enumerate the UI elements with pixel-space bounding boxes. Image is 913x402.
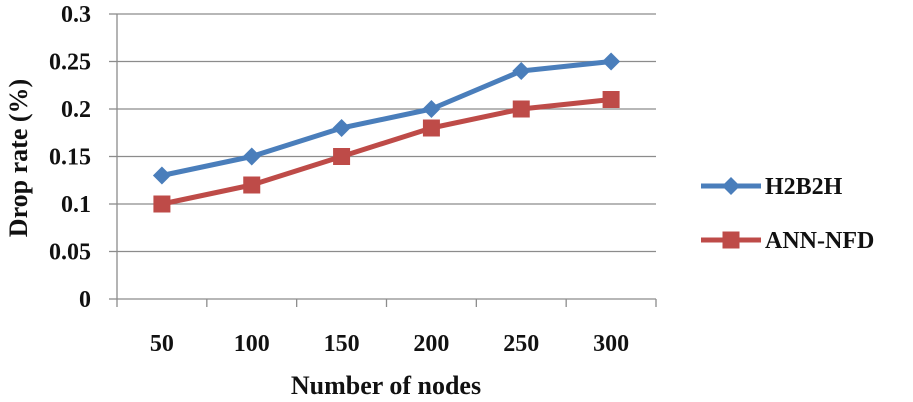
x-tick-labels: 50 100 150 200 250 300 <box>150 331 629 357</box>
y-tick-label: 0.15 <box>49 145 91 171</box>
grid-lines <box>117 13 656 253</box>
data-point <box>152 166 171 185</box>
data-point <box>512 100 530 118</box>
data-point <box>422 100 441 118</box>
y-tick-label: 0.2 <box>61 97 91 123</box>
data-point <box>512 62 531 80</box>
series-0 <box>152 52 621 185</box>
legend: H2B2H ANN-NFD <box>701 174 874 254</box>
x-tick-label: 200 <box>413 331 449 357</box>
y-tick-label: 0.25 <box>49 50 91 76</box>
x-tick-label: 100 <box>234 331 270 357</box>
y-tick-label: 0.3 <box>61 2 91 28</box>
data-point <box>333 148 351 165</box>
data-point <box>332 119 351 137</box>
legend-label: ANN-NFD <box>765 228 874 254</box>
series-line <box>161 97 612 207</box>
series-1 <box>153 91 620 213</box>
legend-swatch-marker <box>722 231 740 249</box>
legend-swatch-marker <box>722 177 740 195</box>
x-tick-label: 50 <box>150 331 174 357</box>
series-group <box>152 52 621 213</box>
data-point <box>602 91 620 108</box>
data-point <box>242 147 261 166</box>
x-tick-label: 150 <box>324 331 360 357</box>
y-tick-labels: 0 0.05 0.1 0.15 0.2 0.25 0.3 <box>49 2 91 313</box>
legend-item: ANN-NFD <box>701 228 874 254</box>
legend-item: H2B2H <box>701 174 843 200</box>
x-tick-label: 300 <box>593 331 629 357</box>
series-line <box>161 59 612 178</box>
data-point <box>153 195 171 213</box>
data-point <box>243 176 261 194</box>
data-point <box>602 52 621 71</box>
y-tick-label: 0.05 <box>49 240 91 266</box>
x-tick-label: 250 <box>503 331 539 357</box>
y-tick-label: 0.1 <box>61 192 91 218</box>
legend-label: H2B2H <box>765 174 843 200</box>
y-tick-label: 0 <box>79 287 91 313</box>
y-axis-title: Drop rate (%) <box>4 79 33 237</box>
x-axis-title: Number of nodes <box>291 371 481 400</box>
data-point <box>422 119 440 137</box>
axes <box>109 13 657 307</box>
